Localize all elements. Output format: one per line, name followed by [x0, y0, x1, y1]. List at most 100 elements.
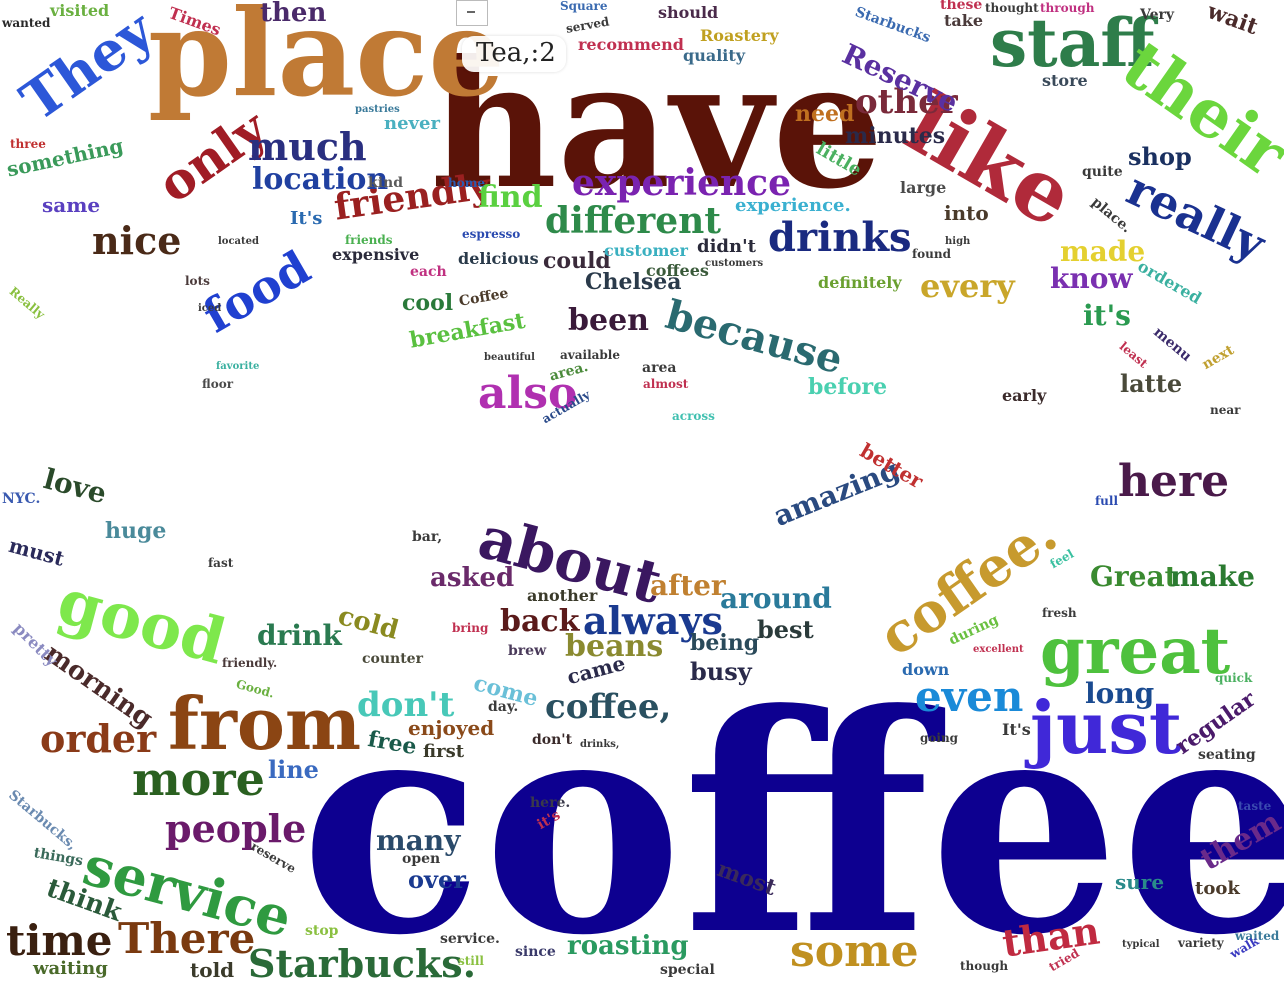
cloud-word[interactable]: find — [478, 180, 543, 215]
cloud-word[interactable]: didn't — [697, 236, 756, 257]
cloud-word[interactable]: love — [40, 462, 111, 511]
cloud-word[interactable]: these — [940, 0, 983, 13]
cloud-word[interactable]: Square — [560, 0, 608, 13]
cloud-word[interactable]: floor — [202, 377, 234, 391]
cloud-word[interactable]: area — [642, 360, 677, 376]
cloud-word[interactable]: down — [902, 660, 950, 679]
cloud-word[interactable]: definitely — [818, 273, 902, 292]
cloud-word[interactable]: every — [920, 267, 1015, 305]
cloud-word[interactable]: waiting — [33, 958, 108, 979]
cloud-word[interactable]: since — [515, 944, 556, 960]
cloud-word[interactable]: typical — [1122, 939, 1160, 950]
cloud-word[interactable]: being — [690, 630, 760, 656]
cloud-word[interactable]: NYC. — [2, 491, 41, 507]
cloud-word[interactable]: food — [194, 239, 320, 344]
cloud-word[interactable]: visited — [50, 1, 110, 20]
cloud-word[interactable]: thought — [985, 1, 1039, 15]
cloud-word[interactable]: must — [6, 533, 67, 571]
cloud-word[interactable]: staff — [990, 4, 1155, 82]
cloud-word[interactable]: latte — [1120, 369, 1183, 398]
cloud-word[interactable]: beautiful — [484, 352, 535, 363]
cloud-word[interactable]: experience — [572, 162, 791, 204]
cloud-word[interactable]: customer — [604, 241, 688, 260]
cloud-word[interactable]: seating — [1198, 747, 1256, 763]
cloud-word[interactable]: three — [10, 137, 46, 151]
cloud-word[interactable]: coffee — [300, 648, 1284, 982]
cloud-word[interactable]: variety — [1178, 936, 1224, 950]
cloud-word[interactable]: bring — [452, 621, 489, 635]
cloud-word[interactable]: cool — [402, 290, 454, 316]
cloud-word[interactable]: It's — [1002, 720, 1031, 739]
cloud-word[interactable]: even — [915, 672, 1024, 721]
cloud-word[interactable]: fast — [208, 556, 234, 570]
cloud-word[interactable]: around — [720, 582, 832, 615]
cloud-word[interactable]: busy — [690, 657, 752, 686]
cloud-word[interactable]: because — [660, 291, 848, 384]
cloud-word[interactable]: through — [1040, 1, 1095, 15]
cloud-word[interactable]: special — [660, 962, 715, 978]
cloud-word[interactable]: take — [944, 11, 984, 30]
cloud-word[interactable]: don't — [532, 732, 573, 748]
cloud-word[interactable]: many — [376, 824, 461, 857]
cloud-word[interactable]: store — [1042, 71, 1088, 90]
cloud-word[interactable]: never — [384, 113, 440, 134]
cloud-word[interactable]: early — [1002, 386, 1047, 405]
cloud-word[interactable]: available — [560, 348, 620, 362]
cloud-word[interactable]: should — [658, 3, 719, 22]
cloud-word[interactable]: back — [500, 604, 580, 639]
cloud-word[interactable]: fresh — [1042, 606, 1077, 620]
cloud-word[interactable]: iced — [198, 303, 222, 314]
cloud-word[interactable]: though — [960, 959, 1009, 973]
cloud-word[interactable]: drinks — [768, 214, 912, 261]
cloud-word[interactable]: area. — [547, 358, 590, 385]
cloud-word[interactable]: It's — [290, 208, 323, 229]
cloud-word[interactable]: still — [458, 954, 484, 968]
cloud-word[interactable]: great — [1040, 614, 1231, 689]
cloud-word[interactable]: made — [1060, 235, 1146, 268]
cloud-word[interactable]: each — [410, 264, 447, 280]
cloud-word[interactable]: been — [568, 303, 649, 338]
cloud-word[interactable]: home — [448, 176, 486, 190]
cloud-word[interactable]: going — [920, 731, 959, 745]
cloud-word[interactable]: Starbucks. — [248, 941, 476, 982]
cloud-word[interactable]: different — [545, 200, 721, 242]
cloud-word[interactable]: quick — [1215, 671, 1253, 685]
cloud-word[interactable]: ordered — [1134, 256, 1205, 308]
cloud-word[interactable]: need — [795, 101, 855, 127]
cloud-word[interactable]: just — [1030, 685, 1183, 770]
cloud-word[interactable]: Roastery — [700, 26, 779, 45]
cloud-word[interactable]: order — [40, 716, 157, 761]
cloud-word[interactable]: favorite — [216, 361, 260, 372]
cloud-word[interactable]: huge — [105, 518, 167, 544]
cloud-word[interactable]: know — [1050, 262, 1133, 295]
cloud-word[interactable]: wait — [1203, 0, 1262, 41]
cloud-word[interactable]: There — [118, 914, 256, 963]
cloud-word[interactable]: from — [168, 681, 362, 766]
cloud-word[interactable]: into — [944, 201, 989, 225]
cloud-word[interactable]: here — [1118, 456, 1230, 507]
cloud-word[interactable]: near — [1210, 403, 1241, 417]
cloud-word[interactable]: menu — [1150, 324, 1195, 365]
cloud-word[interactable]: shop — [1128, 142, 1192, 171]
cloud-word[interactable]: location — [252, 162, 389, 197]
cloud-word[interactable]: it's — [1083, 299, 1131, 332]
cloud-word[interactable]: some — [790, 926, 919, 977]
cloud-word[interactable]: after — [650, 569, 726, 602]
cloud-word[interactable]: full — [1095, 494, 1119, 508]
cloud-word[interactable]: Very — [1140, 7, 1174, 23]
cloud-word[interactable]: open — [402, 851, 441, 867]
cloud-word[interactable]: espresso — [462, 227, 521, 241]
cloud-word[interactable]: high — [945, 236, 971, 247]
cloud-word[interactable]: place — [148, 0, 505, 124]
cloud-word[interactable]: day. — [488, 699, 519, 715]
cloud-word[interactable]: time — [6, 916, 113, 965]
cloud-word[interactable]: Great — [1090, 560, 1178, 593]
cloud-word[interactable]: breakfast — [407, 307, 528, 354]
cloud-word[interactable]: waited — [1235, 929, 1280, 943]
cloud-word[interactable]: minutes — [845, 123, 946, 149]
cloud-word[interactable]: experience. — [735, 195, 851, 216]
cloud-word[interactable]: customers — [705, 258, 764, 269]
cloud-word[interactable]: least — [1116, 339, 1151, 371]
cloud-word[interactable]: quality — [683, 46, 746, 65]
cloud-word[interactable]: counter — [362, 651, 423, 667]
